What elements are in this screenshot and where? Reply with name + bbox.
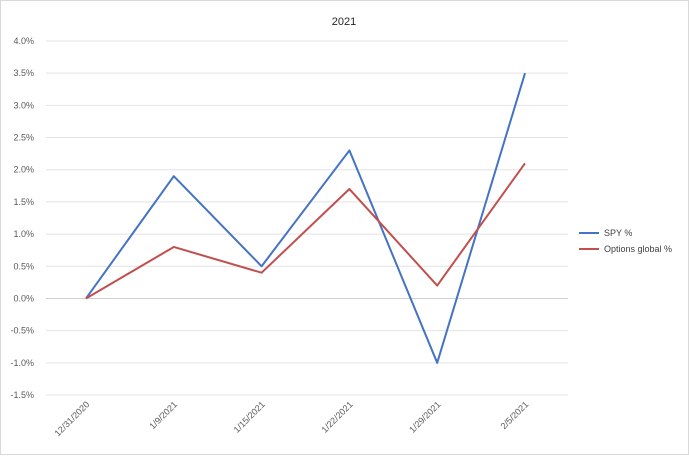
x-tick-label: 1/9/2021 — [147, 399, 179, 431]
chart-title: 2021 — [332, 16, 356, 28]
x-axis-tick-labels: 12/31/2020 1/9/2021 1/15/2021 1/22/2021 1/29… — [52, 399, 530, 438]
y-axis-tick-labels: -1.5% -1.0% -0.5% 0.0% 0.5% 1.0% 1.5% 2.0% 2.5% 3… — [10, 36, 34, 400]
y-tick-label: 3.5% — [13, 68, 34, 78]
legend-label: SPY % — [604, 228, 632, 238]
y-tick-label: -1.5% — [10, 390, 34, 400]
y-tick-label: 0.0% — [13, 293, 34, 303]
y-tick-label: 3.0% — [13, 100, 34, 110]
y-tick-label: 2.0% — [13, 165, 34, 175]
y-tick-label: 2.5% — [13, 133, 34, 143]
x-tick-label: 1/29/2021 — [407, 399, 442, 434]
series-line-0 — [86, 73, 525, 363]
legend-label: Options global % — [604, 244, 672, 254]
y-tick-label: 4.0% — [13, 36, 34, 46]
y-tick-label: 1.0% — [13, 229, 34, 239]
x-tick-label: 2/5/2021 — [499, 399, 531, 431]
y-tick-label: 1.5% — [13, 197, 34, 207]
legend: SPY % Options global % — [579, 228, 672, 254]
x-tick-label: 12/31/2020 — [52, 399, 91, 438]
x-tick-label: 1/22/2021 — [319, 399, 354, 434]
x-tick-label: 1/15/2021 — [232, 399, 267, 434]
y-tick-label: -0.5% — [10, 326, 34, 336]
gridlines — [46, 41, 568, 395]
series-line-1 — [86, 163, 525, 298]
y-tick-label: -1.0% — [10, 358, 34, 368]
y-tick-label: 0.5% — [13, 261, 34, 271]
series-lines — [86, 73, 525, 363]
